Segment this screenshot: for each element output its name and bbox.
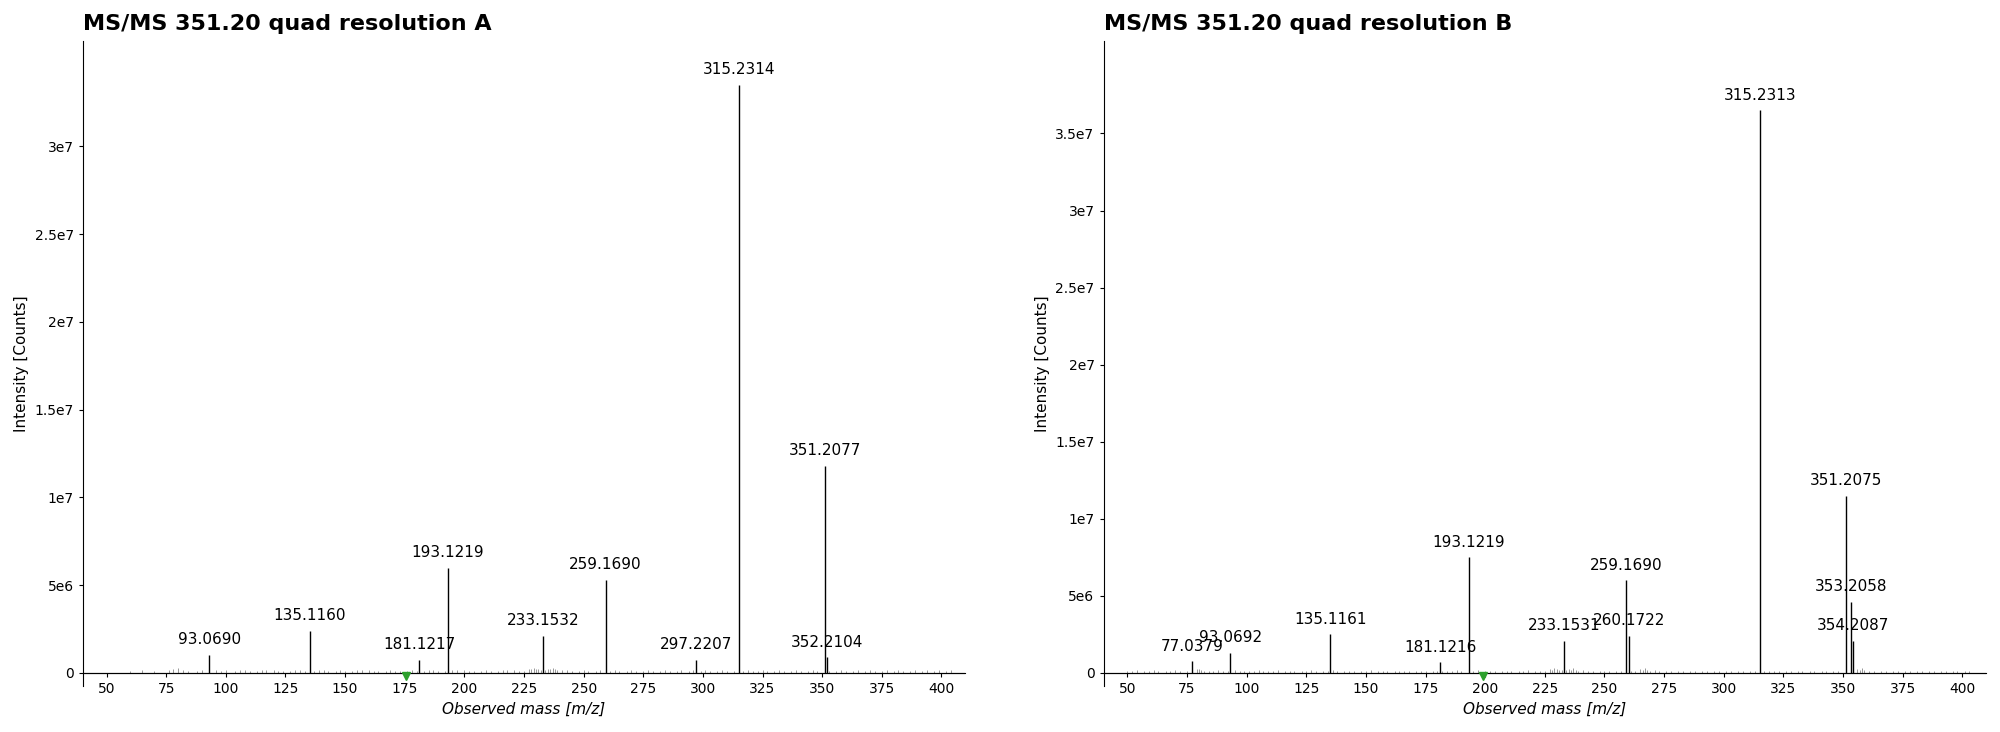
Text: 351.2077: 351.2077 xyxy=(788,443,862,458)
Text: 193.1219: 193.1219 xyxy=(1432,535,1506,550)
Text: 315.2314: 315.2314 xyxy=(702,62,776,78)
Text: 93.0690: 93.0690 xyxy=(178,632,240,647)
Text: 351.2075: 351.2075 xyxy=(1810,473,1882,488)
Text: 259.1690: 259.1690 xyxy=(570,557,642,572)
Text: 93.0692: 93.0692 xyxy=(1198,630,1262,646)
Text: 233.1532: 233.1532 xyxy=(508,613,580,629)
Text: 315.2313: 315.2313 xyxy=(1724,88,1796,102)
Text: 297.2207: 297.2207 xyxy=(660,637,732,652)
Text: 259.1690: 259.1690 xyxy=(1590,558,1662,573)
Text: 135.1161: 135.1161 xyxy=(1294,612,1366,627)
Text: 135.1160: 135.1160 xyxy=(274,608,346,623)
Text: MS/MS 351.20 quad resolution A: MS/MS 351.20 quad resolution A xyxy=(82,14,492,34)
X-axis label: Observed mass [m/z]: Observed mass [m/z] xyxy=(442,701,606,717)
Text: 181.1217: 181.1217 xyxy=(384,637,456,652)
Text: 260.1722: 260.1722 xyxy=(1592,613,1664,628)
Text: 181.1216: 181.1216 xyxy=(1404,640,1476,654)
Text: 77.0379: 77.0379 xyxy=(1160,639,1224,654)
X-axis label: Observed mass [m/z]: Observed mass [m/z] xyxy=(1464,701,1626,717)
Text: 352.2104: 352.2104 xyxy=(792,635,864,649)
Y-axis label: Intensity [Counts]: Intensity [Counts] xyxy=(1034,295,1050,432)
Text: MS/MS 351.20 quad resolution B: MS/MS 351.20 quad resolution B xyxy=(1104,14,1512,34)
Y-axis label: Intensity [Counts]: Intensity [Counts] xyxy=(14,295,28,432)
Text: 193.1219: 193.1219 xyxy=(412,545,484,560)
Text: 233.1531: 233.1531 xyxy=(1528,618,1600,633)
Text: 354.2087: 354.2087 xyxy=(1816,618,1890,633)
Text: 353.2058: 353.2058 xyxy=(1814,580,1886,594)
